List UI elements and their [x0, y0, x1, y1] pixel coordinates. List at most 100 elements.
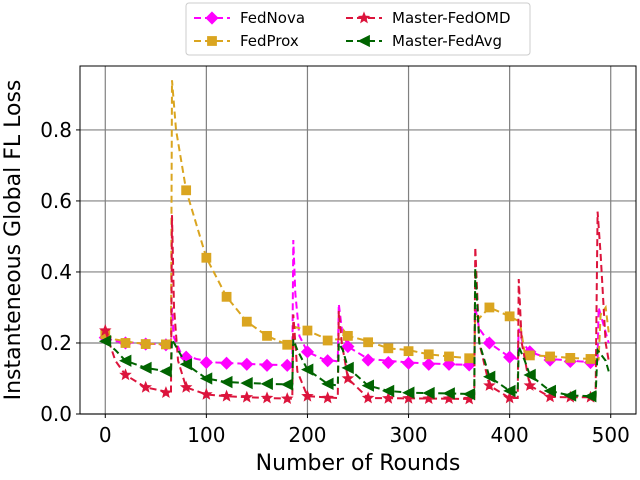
data-point: [322, 335, 333, 346]
data-point: [342, 330, 353, 341]
data-point: [280, 378, 294, 391]
legend-label: Master-FedAvg: [392, 32, 502, 50]
data-point: [341, 339, 355, 354]
plot-area: [98, 80, 610, 405]
y-tick-label: 0.6: [40, 189, 72, 213]
legend-label: FedProx: [240, 32, 299, 50]
x-tick-label: 0: [99, 423, 112, 447]
data-point: [159, 365, 172, 378]
data-point: [321, 391, 334, 404]
data-point: [119, 354, 132, 367]
data-point: [565, 352, 576, 363]
data-point: [200, 387, 213, 400]
data-point: [220, 375, 233, 389]
data-point: [301, 363, 314, 376]
data-point: [301, 389, 314, 402]
data-point: [423, 349, 434, 360]
legend-label: Master-FedOMD: [392, 9, 511, 27]
data-point: [483, 370, 496, 383]
data-point: [401, 356, 416, 370]
data-point: [504, 311, 515, 322]
data-point: [462, 387, 476, 401]
data-point: [240, 376, 253, 390]
data-point: [139, 361, 152, 374]
data-point: [482, 336, 496, 350]
y-tick-label: 0.0: [40, 402, 72, 426]
data-point: [280, 392, 294, 405]
y-tick-label: 0.8: [40, 118, 72, 142]
legend: FedNova Master-FedOMD FedProx Master-FedAvg: [185, 2, 531, 56]
x-tick-label: 300: [389, 423, 427, 447]
data-point: [262, 330, 272, 341]
data-point: [341, 361, 354, 374]
data-point: [361, 391, 375, 404]
data-point: [563, 389, 577, 402]
data-point: [98, 335, 112, 348]
x-tick-label: 100: [187, 423, 225, 447]
data-point: [464, 353, 475, 364]
data-point: [220, 356, 234, 370]
legend-marker: [357, 11, 371, 24]
data-point: [422, 357, 436, 371]
y-tick-label: 0.4: [40, 260, 72, 284]
data-point: [442, 387, 455, 400]
series-line: [104, 80, 610, 361]
data-point: [503, 350, 517, 364]
data-point: [381, 355, 395, 370]
y-tick-label: 0.2: [40, 331, 72, 355]
data-point: [99, 323, 112, 336]
legend-item: FedNova: [194, 9, 305, 27]
data-point: [221, 291, 232, 302]
series-master-fedavg: [98, 268, 610, 403]
data-point: [181, 185, 192, 196]
data-point: [119, 368, 132, 381]
data-point: [159, 386, 173, 399]
data-point: [382, 391, 395, 404]
data-point: [381, 384, 395, 398]
data-point: [422, 386, 435, 400]
data-point: [402, 386, 415, 399]
plot-frame: [79, 65, 637, 415]
legend-marker: [357, 34, 370, 48]
data-point: [524, 350, 535, 361]
x-tick-label: 200: [288, 423, 326, 447]
data-point: [240, 390, 254, 403]
legend-marker: [207, 36, 217, 46]
data-point: [361, 353, 375, 367]
data-point: [240, 357, 254, 371]
data-point: [199, 372, 213, 385]
legend-label: FedNova: [240, 9, 305, 27]
data-point: [302, 325, 313, 336]
data-point: [503, 384, 516, 398]
data-point: [201, 252, 212, 263]
y-axis-label: Instanteneous Global FL Loss: [1, 80, 26, 401]
data-point: [363, 337, 374, 348]
data-point: [179, 358, 193, 371]
data-point: [543, 384, 556, 398]
legend-item: FedProx: [194, 32, 299, 50]
data-point: [585, 354, 596, 364]
legend-box: [185, 2, 531, 56]
legend-marker: [205, 11, 219, 25]
x-axis-label: Number of Rounds: [256, 451, 461, 476]
data-point: [199, 355, 213, 370]
series-fedprox: [100, 80, 610, 364]
legend-item: Master-FedOMD: [346, 9, 511, 27]
data-point: [280, 358, 294, 372]
series-line: [104, 211, 610, 401]
data-point: [260, 391, 274, 404]
data-point: [444, 351, 454, 362]
data-point: [545, 351, 555, 362]
x-tick-label: 400: [491, 423, 529, 447]
data-point: [300, 345, 315, 359]
data-point: [241, 316, 252, 327]
data-point: [503, 391, 516, 404]
data-point: [321, 377, 334, 390]
data-point: [260, 377, 273, 390]
data-point: [523, 379, 537, 391]
data-point: [403, 346, 414, 357]
data-point: [161, 339, 171, 350]
x-tick-label: 500: [592, 423, 630, 447]
